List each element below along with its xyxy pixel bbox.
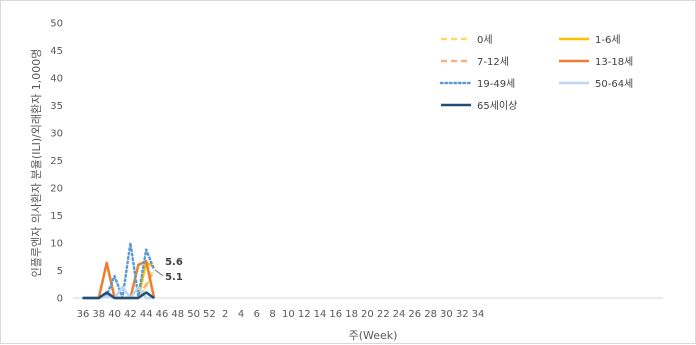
legend-label: 13-18세 (595, 56, 633, 68)
x-tick-label: 14 (314, 309, 327, 320)
legend-label: 65세이상 (477, 100, 517, 112)
x-tick-label: 6 (254, 309, 260, 320)
y-tick-label: 20 (50, 184, 63, 195)
y-tick-label: 15 (50, 211, 63, 222)
legend-label: 1-6세 (595, 34, 621, 46)
x-tick-label: 8 (269, 309, 275, 320)
x-tick-label: 48 (171, 309, 184, 320)
y-tick-label: 35 (50, 101, 63, 112)
data-label: 5.6 (165, 257, 183, 268)
legend-label: 50-64세 (595, 78, 633, 90)
legend: 0세 1-6세 7-12세 13-18세 19-49세 50-64세 65세이상 (439, 34, 633, 112)
x-tick-label: 18 (345, 309, 358, 320)
x-tick-label: 22 (377, 309, 390, 320)
y-tick-label: 25 (50, 156, 63, 167)
x-tick-label: 50 (187, 309, 200, 320)
series-line (81, 241, 156, 300)
y-axis-label: 인플루엔자 의사환자 분율(ILI)/외래환자 1,000명 (30, 49, 43, 278)
x-tick-label: 26 (408, 309, 421, 320)
x-tick-label: 12 (298, 309, 311, 320)
x-tick-label: 30 (440, 309, 453, 320)
y-tick-label: 45 (50, 46, 63, 57)
x-tick-label: 4 (238, 309, 244, 320)
x-tick-label: 2 (222, 309, 228, 320)
x-tick-label: 44 (140, 309, 153, 320)
x-tick-label: 10 (282, 309, 295, 320)
x-tick-label: 52 (203, 309, 216, 320)
x-axis-ticks: 36 38 40 42 44 46 48 50 52 2 4 6 8 10 12 14 16 18 20 22 24 26… (77, 309, 485, 320)
x-tick-label: 36 (77, 309, 90, 320)
x-tick-label: 42 (124, 309, 137, 320)
x-tick-label: 32 (456, 309, 469, 320)
y-tick-label: 10 (50, 239, 63, 250)
x-tick-label: 38 (92, 309, 105, 320)
legend-label: 19-49세 (477, 78, 515, 90)
legend-label: 0세 (477, 34, 493, 46)
y-axis-ticks: 0 5 10 15 20 25 30 35 40 45 50 (50, 19, 63, 305)
series-lines (81, 241, 156, 300)
x-tick-label: 24 (393, 309, 406, 320)
data-label: 5.1 (165, 272, 183, 283)
x-axis-label: 주(Week) (349, 329, 398, 342)
leader-line (154, 269, 164, 277)
data-labels: 5.65.1 (154, 257, 183, 283)
x-tick-label: 16 (329, 309, 342, 320)
y-tick-label: 5 (57, 266, 63, 277)
series-line (83, 291, 155, 300)
legend-label: 7-12세 (477, 56, 509, 68)
x-tick-label: 40 (108, 309, 121, 320)
x-tick-label: 20 (361, 309, 374, 320)
y-tick-label: 0 (57, 294, 63, 305)
x-tick-label: 46 (156, 309, 169, 320)
x-tick-label: 34 (472, 309, 485, 320)
y-tick-label: 30 (50, 129, 63, 140)
y-tick-label: 40 (50, 74, 63, 85)
y-tick-label: 50 (50, 19, 63, 30)
x-tick-label: 28 (424, 309, 437, 320)
